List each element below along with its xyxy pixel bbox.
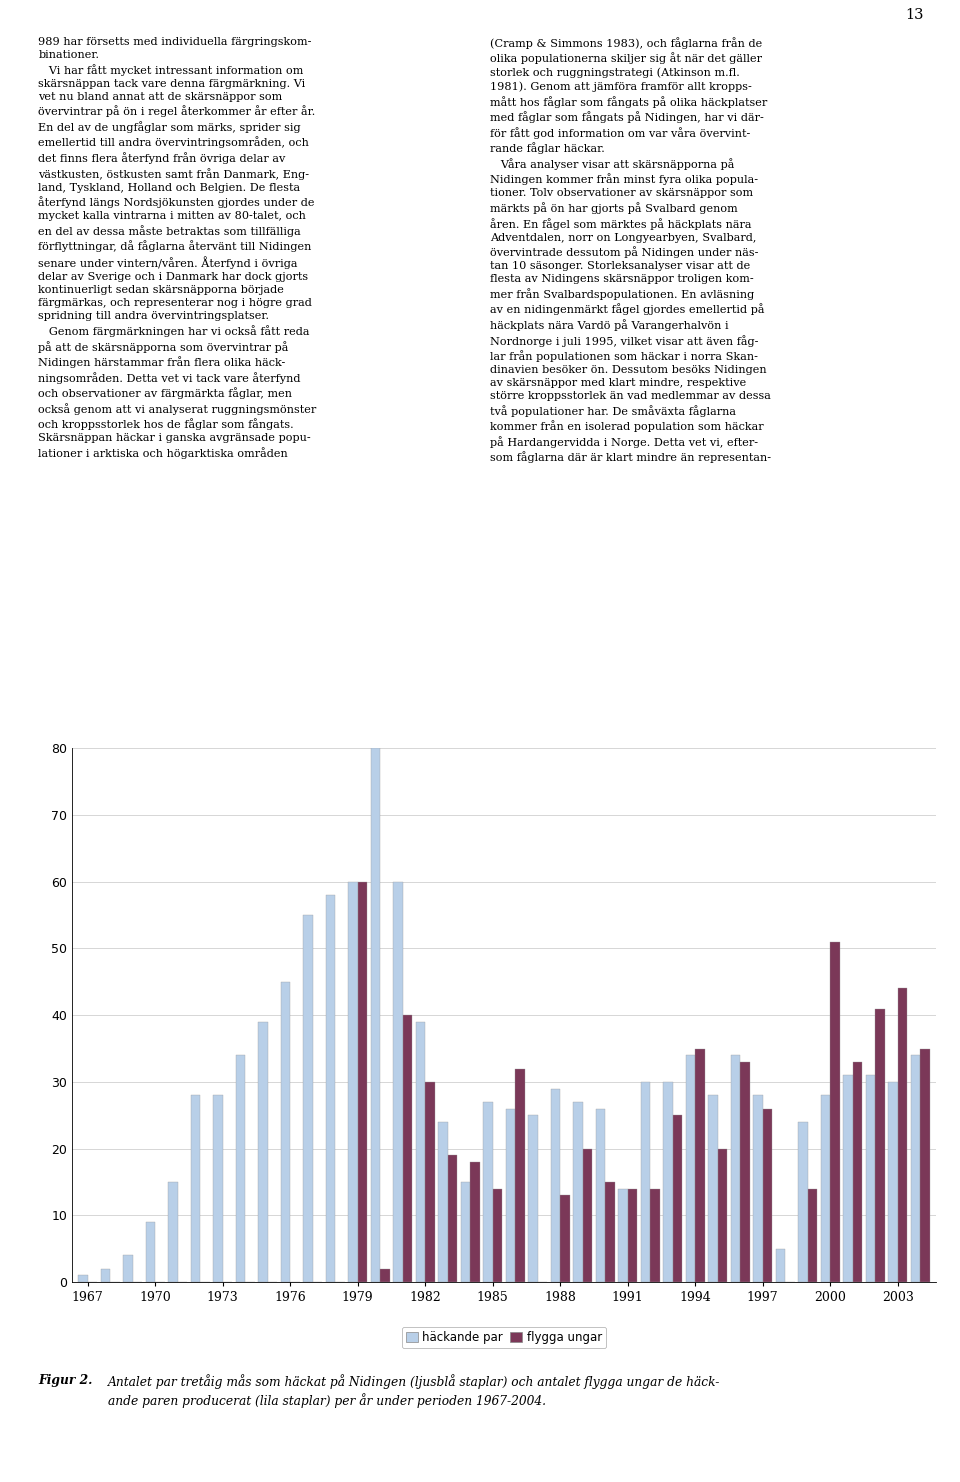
Bar — [551, 1088, 561, 1282]
Text: Antalet par tretåig mås som häckat på Nidingen (ljusblå staplar) och antalet fly: Antalet par tretåig mås som häckat på Ni… — [108, 1374, 720, 1408]
Bar — [673, 1114, 683, 1282]
Bar — [628, 1189, 637, 1282]
Bar — [213, 1095, 223, 1282]
Bar — [258, 1023, 268, 1282]
Bar — [663, 1082, 673, 1282]
Bar — [447, 1156, 457, 1282]
Text: Figur 2.: Figur 2. — [38, 1374, 97, 1387]
Bar — [461, 1183, 470, 1282]
Bar — [403, 1015, 412, 1282]
Bar — [439, 1122, 447, 1282]
Bar — [754, 1095, 763, 1282]
Bar — [394, 882, 403, 1282]
Bar — [911, 1055, 921, 1282]
Bar — [303, 914, 313, 1282]
Bar — [492, 1189, 502, 1282]
Bar — [483, 1103, 492, 1282]
Bar — [740, 1061, 750, 1282]
Bar — [425, 1082, 435, 1282]
Text: 989 har försetts med individuella färgringskom-
binationer.
   Vi har fått mycke: 989 har försetts med individuella färgri… — [38, 37, 317, 459]
Bar — [605, 1183, 614, 1282]
Bar — [843, 1076, 852, 1282]
Bar — [470, 1162, 480, 1282]
Bar — [325, 895, 335, 1282]
Bar — [718, 1149, 728, 1282]
Bar — [695, 1049, 705, 1282]
Bar — [380, 1269, 390, 1282]
Bar — [852, 1061, 862, 1282]
Legend: häckande par, flygga ungar: häckande par, flygga ungar — [402, 1326, 606, 1349]
Bar — [650, 1189, 660, 1282]
Bar — [236, 1055, 245, 1282]
Bar — [640, 1082, 650, 1282]
Bar — [898, 988, 907, 1282]
Bar — [876, 1008, 885, 1282]
Bar — [79, 1275, 87, 1282]
Bar — [807, 1189, 817, 1282]
Bar — [618, 1189, 628, 1282]
Bar — [763, 1109, 772, 1282]
Bar — [921, 1049, 929, 1282]
Bar — [776, 1248, 785, 1282]
Bar — [348, 882, 358, 1282]
Bar — [888, 1082, 898, 1282]
Bar — [280, 981, 290, 1282]
Bar — [506, 1109, 516, 1282]
Bar — [866, 1076, 876, 1282]
Bar — [821, 1095, 830, 1282]
Bar — [708, 1095, 718, 1282]
Bar — [516, 1069, 525, 1282]
Bar — [561, 1194, 569, 1282]
Text: (Cramp & Simmons 1983), och fåglarna från de
olika populationerna skiljer sig åt: (Cramp & Simmons 1983), och fåglarna frå… — [490, 37, 771, 464]
Bar — [146, 1221, 156, 1282]
Bar — [528, 1114, 538, 1282]
Bar — [685, 1055, 695, 1282]
Bar — [731, 1055, 740, 1282]
Text: 13: 13 — [905, 7, 924, 22]
Bar — [830, 943, 840, 1282]
Bar — [371, 748, 380, 1282]
Bar — [101, 1269, 110, 1282]
Bar — [799, 1122, 807, 1282]
Bar — [583, 1149, 592, 1282]
Bar — [191, 1095, 201, 1282]
Bar — [123, 1255, 132, 1282]
Bar — [168, 1183, 178, 1282]
Bar — [416, 1023, 425, 1282]
Bar — [596, 1109, 605, 1282]
Bar — [358, 882, 367, 1282]
Bar — [573, 1103, 583, 1282]
